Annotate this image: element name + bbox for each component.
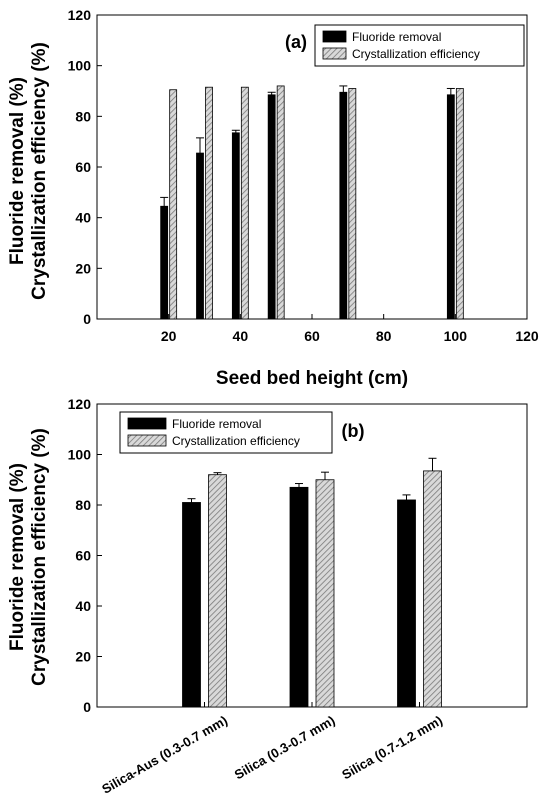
- panel-b-bar-crystallization-efficiency: [208, 474, 227, 708]
- panel-b-y-tick-label: 40: [75, 598, 91, 614]
- panel-b-y-axis-label-line2: Crystallization efficiency (%): [29, 428, 50, 686]
- panel-b-x-tick-label: Silica (0.3-0.7 mm): [232, 713, 338, 783]
- panel-a-bar-fluoride-removal: [339, 91, 348, 320]
- panel-a-x-tick-label: 80: [376, 328, 392, 344]
- panel-a-x-axis-label: Seed bed height (cm): [216, 368, 408, 389]
- panel-b-y-tick-label: 60: [75, 548, 91, 564]
- panel-b-label: (b): [342, 421, 365, 441]
- panel-a-x-tick-label: 60: [304, 328, 320, 344]
- panel-a-bar-fluoride-removal: [446, 94, 455, 320]
- panel-b-chart: Fluoride removal (%) Crystallization eff…: [7, 396, 528, 797]
- panel-b-bar-crystallization-efficiency: [423, 470, 442, 708]
- panel-b-legend-entry: Fluoride removal: [172, 417, 261, 431]
- panel-b-y-tick-label: 20: [75, 649, 91, 665]
- panel-b-legend-entry: Crystallization efficiency: [172, 434, 300, 448]
- panel-a-y-tick-label: 0: [83, 311, 91, 327]
- panel-a-bar-fluoride-removal: [267, 94, 276, 320]
- panel-a-y-tick-label: 60: [75, 159, 91, 175]
- panel-a-x-tick-label: 20: [161, 328, 177, 344]
- panel-a-y-axis-label-line2: Crystallization efficiency (%): [29, 42, 50, 300]
- panel-b-legend-swatch: [127, 434, 167, 447]
- panel-a-y-tick-label: 40: [75, 210, 91, 226]
- panel-a-legend-entry: Fluoride removal: [352, 30, 441, 44]
- panel-a-bar-fluoride-removal: [231, 132, 240, 320]
- panel-a-bar-crystallization-efficiency: [205, 86, 213, 320]
- panel-a-y-tick-label: 20: [75, 260, 91, 276]
- panel-b-y-tick-label: 80: [75, 497, 91, 513]
- panel-a-legend-swatch: [322, 47, 347, 60]
- panel-a-bar-crystallization-efficiency: [169, 89, 178, 320]
- panel-a-y-tick-label: 100: [68, 58, 92, 74]
- panel-b-bar-crystallization-efficiency: [315, 479, 335, 708]
- panel-a-legend-entry: Crystallization efficiency: [352, 47, 480, 61]
- panel-a-y-tick-label: 120: [68, 7, 92, 23]
- panel-b-legend-swatch: [127, 417, 167, 430]
- panel-a-legend-swatch: [322, 30, 347, 43]
- panel-b-y-axis-label-line1: Fluoride removal (%): [7, 463, 28, 651]
- panel-a-x-tick-label: 120: [515, 328, 539, 344]
- panel-a-label: (a): [285, 32, 307, 52]
- panel-b-legend: Fluoride removal Crystallization efficien…: [119, 411, 333, 454]
- panel-b-bar-fluoride-removal: [289, 486, 309, 708]
- panel-a-bar-crystallization-efficiency: [455, 88, 464, 320]
- panel-a-bar-crystallization-efficiency: [348, 88, 357, 320]
- panel-a-y-tick-label: 80: [75, 108, 91, 124]
- panel-a-bar-crystallization-efficiency: [240, 86, 249, 320]
- panel-a-legend: Fluoride removal Crystallization efficien…: [314, 24, 525, 67]
- panel-b-bar-fluoride-removal: [182, 502, 201, 708]
- panel-b-x-tick-label: Silica (0.7-1.2 mm): [339, 713, 445, 783]
- panel-b-y-tick-label: 0: [83, 699, 91, 715]
- panel-a-legend-box: [314, 24, 525, 67]
- panel-b-y-tick-label: 100: [68, 447, 92, 463]
- panel-a-x-tick-label: 40: [233, 328, 249, 344]
- panel-a-chart: Fluoride removal (%) Crystallization eff…: [7, 7, 539, 389]
- panel-a-y-axis-label-line1: Fluoride removal (%): [7, 77, 28, 265]
- panel-b-bar-fluoride-removal: [397, 499, 416, 708]
- panel-a-bar-fluoride-removal: [196, 152, 204, 320]
- panel-a-bar-crystallization-efficiency: [276, 85, 285, 320]
- panel-b-y-tick-label: 120: [68, 396, 92, 412]
- panel-a-bar-fluoride-removal: [160, 205, 169, 320]
- panel-a-x-tick-label: 100: [444, 328, 468, 344]
- panel-b-x-tick-label: Silica-Aus (0.3-0.7 mm): [99, 713, 230, 797]
